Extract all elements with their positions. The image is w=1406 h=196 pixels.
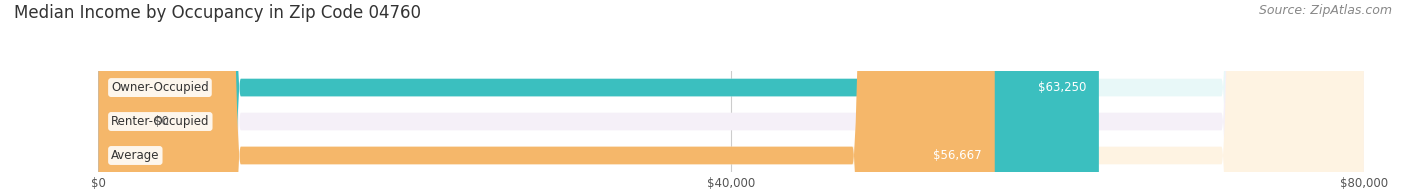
Text: $56,667: $56,667 xyxy=(934,149,983,162)
FancyBboxPatch shape xyxy=(98,0,1364,196)
FancyBboxPatch shape xyxy=(98,0,1364,196)
FancyBboxPatch shape xyxy=(98,0,1364,196)
FancyBboxPatch shape xyxy=(98,0,995,196)
Text: $63,250: $63,250 xyxy=(1038,81,1087,94)
Text: Renter-Occupied: Renter-Occupied xyxy=(111,115,209,128)
Text: Owner-Occupied: Owner-Occupied xyxy=(111,81,209,94)
FancyBboxPatch shape xyxy=(98,0,1099,196)
Text: $0: $0 xyxy=(153,115,169,128)
Text: Source: ZipAtlas.com: Source: ZipAtlas.com xyxy=(1258,4,1392,17)
Text: Median Income by Occupancy in Zip Code 04760: Median Income by Occupancy in Zip Code 0… xyxy=(14,4,420,22)
Text: Average: Average xyxy=(111,149,159,162)
FancyBboxPatch shape xyxy=(98,0,146,196)
